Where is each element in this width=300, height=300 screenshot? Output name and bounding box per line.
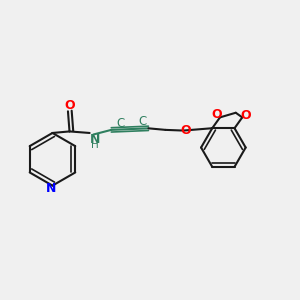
Text: C: C xyxy=(116,117,125,130)
Text: N: N xyxy=(90,133,101,146)
Text: C: C xyxy=(138,115,146,128)
Text: O: O xyxy=(212,108,222,121)
Text: N: N xyxy=(46,182,56,195)
Text: H: H xyxy=(91,140,99,150)
Text: O: O xyxy=(181,124,191,137)
Text: O: O xyxy=(241,109,251,122)
Text: O: O xyxy=(64,99,74,112)
